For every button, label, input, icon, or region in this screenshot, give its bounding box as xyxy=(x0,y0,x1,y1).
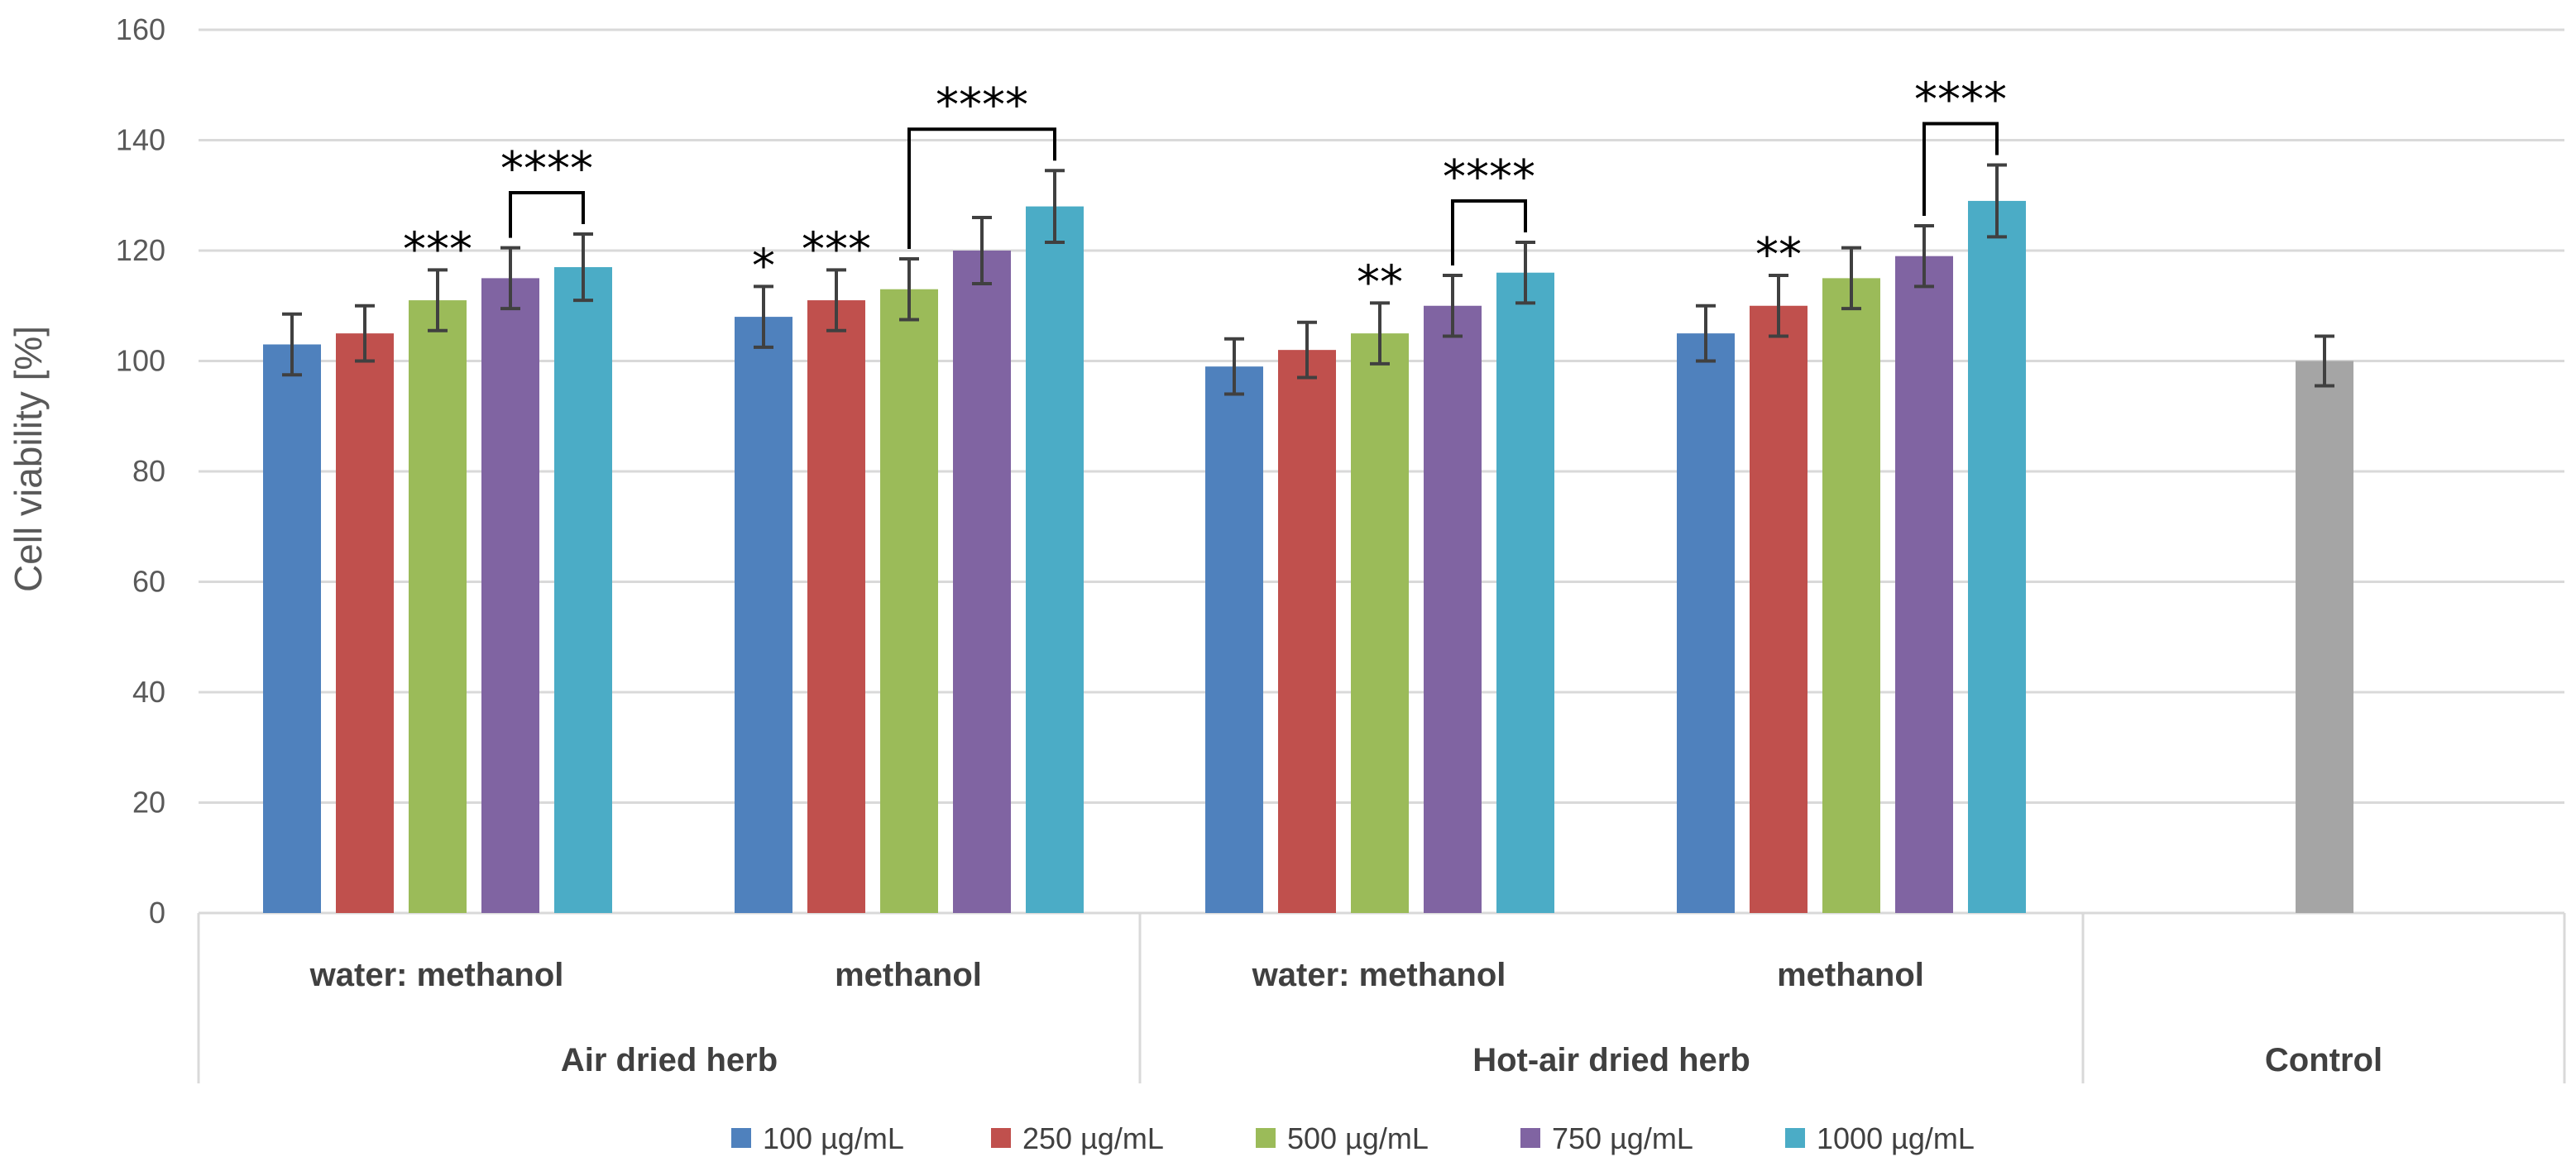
bar xyxy=(735,317,792,914)
y-tick-label: 80 xyxy=(132,454,165,488)
significance-stars: *** xyxy=(403,222,472,276)
bar xyxy=(1750,305,1808,913)
bar xyxy=(1278,350,1336,913)
legend-label: 750 µg/mL xyxy=(1552,1121,1693,1155)
bar xyxy=(807,300,865,913)
bar xyxy=(1496,272,1554,913)
significance-stars: **** xyxy=(1443,151,1535,204)
significance-stars: * xyxy=(752,239,775,293)
error-bars xyxy=(282,163,2334,396)
significance-bracket xyxy=(907,127,1056,250)
legend-label: 1000 µg/mL xyxy=(1817,1121,1975,1155)
bar xyxy=(1205,366,1263,913)
subcategory-label: water: methanol xyxy=(1252,957,1506,993)
y-tick-label: 140 xyxy=(116,123,165,157)
bar xyxy=(481,278,539,913)
legend-swatch xyxy=(1785,1128,1805,1148)
legend-swatch xyxy=(731,1128,751,1148)
axes: 0 20 40 60 80 100 120 140 160 xyxy=(116,12,2566,1083)
legend-label: 500 µg/mL xyxy=(1287,1121,1429,1155)
subcategory-label: methanol xyxy=(835,957,982,993)
bar xyxy=(953,251,1011,913)
significance-bracket xyxy=(1451,198,1527,266)
legend-swatch xyxy=(1520,1128,1540,1148)
legend-swatch xyxy=(991,1128,1011,1148)
category-labels: water: methanol methanol water: methanol me… xyxy=(309,957,2382,1078)
outer-category-label: Control xyxy=(2265,1042,2382,1078)
outer-category-label: Hot-air dried herb xyxy=(1472,1042,1750,1078)
y-tick-label: 120 xyxy=(116,233,165,267)
bar xyxy=(1351,333,1409,913)
bar xyxy=(1895,256,1953,913)
legend-label: 250 µg/mL xyxy=(1022,1121,1164,1155)
significance-markers: ******** ******************* xyxy=(403,74,2007,310)
significance-bracket xyxy=(509,190,585,238)
bar xyxy=(336,333,394,913)
significance-stars: **** xyxy=(500,142,593,196)
bar xyxy=(1026,206,1084,914)
subcategory-label: water: methanol xyxy=(309,957,564,993)
outer-category-label: Air dried herb xyxy=(561,1042,778,1078)
significance-stars: ** xyxy=(1755,228,1802,282)
legend-swatch xyxy=(1256,1128,1276,1148)
bar xyxy=(554,267,612,913)
significance-stars: ** xyxy=(1357,256,1403,309)
bars xyxy=(263,200,2353,914)
significance-stars: **** xyxy=(936,79,1028,132)
bar xyxy=(1677,333,1735,913)
y-tick-label: 0 xyxy=(149,896,165,930)
bar xyxy=(2296,361,2353,913)
y-tick-label: 100 xyxy=(116,344,165,378)
y-axis-title: Cell viability [%] xyxy=(7,326,50,592)
y-tick-label: 160 xyxy=(116,12,165,46)
bar xyxy=(409,300,467,913)
bar xyxy=(880,289,938,914)
significance-bracket xyxy=(1922,122,1999,216)
legend-label: 100 µg/mL xyxy=(763,1121,904,1155)
legend: 100 µg/mL 250 µg/mL 500 µg/mL 750 µg/mL 1000… xyxy=(731,1121,1975,1155)
significance-stars: **** xyxy=(1914,74,2007,127)
y-tick-label: 40 xyxy=(132,675,165,709)
y-tick-label: 20 xyxy=(132,786,165,820)
y-tick-label: 60 xyxy=(132,565,165,599)
bar xyxy=(1822,278,1880,913)
bar xyxy=(1424,305,1482,913)
bar xyxy=(263,344,321,914)
subcategory-label: methanol xyxy=(1777,957,1924,993)
bar xyxy=(1968,200,2026,914)
significance-stars: *** xyxy=(802,222,871,276)
